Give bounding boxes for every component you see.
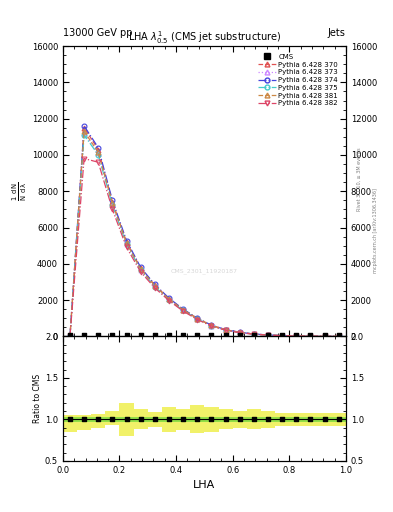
Point bbox=[180, 415, 186, 423]
Bar bbox=[134, 410, 148, 429]
Bar bbox=[303, 417, 318, 422]
Bar bbox=[91, 414, 105, 428]
Point bbox=[237, 331, 243, 339]
Point bbox=[95, 415, 101, 423]
Point bbox=[237, 415, 243, 423]
Bar bbox=[318, 417, 332, 422]
Text: Rivet 3.1.10, ≥ 3M events: Rivet 3.1.10, ≥ 3M events bbox=[357, 147, 362, 211]
Bar bbox=[134, 417, 148, 422]
Bar bbox=[332, 417, 346, 422]
Bar bbox=[105, 417, 119, 422]
Point bbox=[81, 415, 87, 423]
Point bbox=[180, 331, 186, 339]
Point bbox=[138, 415, 144, 423]
Bar bbox=[77, 415, 91, 430]
Bar bbox=[289, 413, 303, 426]
Point bbox=[321, 331, 328, 339]
Bar bbox=[162, 417, 176, 422]
Point bbox=[109, 331, 116, 339]
Bar bbox=[275, 413, 289, 426]
Bar bbox=[261, 417, 275, 422]
Point bbox=[81, 331, 87, 339]
Point bbox=[307, 415, 314, 423]
Bar bbox=[148, 412, 162, 427]
Point bbox=[67, 331, 73, 339]
Bar bbox=[204, 417, 219, 422]
Point bbox=[222, 415, 229, 423]
Bar bbox=[148, 417, 162, 422]
Bar bbox=[176, 409, 190, 430]
Point bbox=[95, 331, 101, 339]
Point bbox=[152, 415, 158, 423]
Bar bbox=[275, 417, 289, 422]
Bar bbox=[190, 405, 204, 434]
Point bbox=[109, 415, 116, 423]
Point bbox=[194, 331, 200, 339]
Point bbox=[279, 331, 285, 339]
Y-axis label: Ratio to CMS: Ratio to CMS bbox=[33, 374, 42, 423]
Bar bbox=[247, 410, 261, 429]
Bar bbox=[219, 410, 233, 429]
Text: mcplots.cern.ch [arXiv:1306.3436]: mcplots.cern.ch [arXiv:1306.3436] bbox=[373, 188, 378, 273]
Bar bbox=[119, 417, 134, 422]
Point bbox=[336, 415, 342, 423]
Bar bbox=[303, 413, 318, 426]
Point bbox=[208, 331, 215, 339]
Bar bbox=[176, 417, 190, 422]
Bar bbox=[289, 417, 303, 422]
Point bbox=[293, 331, 299, 339]
X-axis label: LHA: LHA bbox=[193, 480, 215, 490]
Legend: CMS, Pythia 6.428 370, Pythia 6.428 373, Pythia 6.428 374, Pythia 6.428 375, Pyt: CMS, Pythia 6.428 370, Pythia 6.428 373,… bbox=[257, 52, 340, 108]
Point bbox=[321, 415, 328, 423]
Text: Jets: Jets bbox=[328, 28, 346, 38]
Y-axis label: $\mathrm{\frac{1}{N}\,\frac{dN}{d\lambda}}$: $\mathrm{\frac{1}{N}\,\frac{dN}{d\lambda… bbox=[11, 182, 29, 201]
Bar bbox=[233, 411, 247, 428]
Point bbox=[123, 415, 130, 423]
Bar bbox=[204, 407, 219, 432]
Bar bbox=[233, 417, 247, 422]
Point bbox=[166, 415, 172, 423]
Bar bbox=[162, 407, 176, 432]
Bar bbox=[77, 417, 91, 422]
Point bbox=[265, 331, 271, 339]
Point bbox=[293, 415, 299, 423]
Bar bbox=[318, 413, 332, 426]
Bar bbox=[105, 411, 119, 425]
Bar bbox=[63, 415, 77, 432]
Point bbox=[194, 415, 200, 423]
Text: 13000 GeV pp: 13000 GeV pp bbox=[63, 28, 132, 38]
Bar bbox=[119, 403, 134, 436]
Point bbox=[251, 331, 257, 339]
Point bbox=[67, 415, 73, 423]
Bar bbox=[190, 417, 204, 422]
Bar bbox=[219, 417, 233, 422]
Point bbox=[279, 415, 285, 423]
Point bbox=[307, 331, 314, 339]
Bar bbox=[261, 411, 275, 428]
Point bbox=[208, 415, 215, 423]
Point bbox=[265, 415, 271, 423]
Bar bbox=[63, 417, 77, 422]
Bar bbox=[247, 417, 261, 422]
Point bbox=[336, 331, 342, 339]
Bar bbox=[332, 413, 346, 426]
Bar bbox=[91, 417, 105, 422]
Title: LHA $\lambda^{1}_{0.5}$ (CMS jet substructure): LHA $\lambda^{1}_{0.5}$ (CMS jet substru… bbox=[128, 29, 281, 46]
Point bbox=[222, 331, 229, 339]
Point bbox=[251, 415, 257, 423]
Point bbox=[138, 331, 144, 339]
Point bbox=[123, 331, 130, 339]
Text: CMS_2301_11920187: CMS_2301_11920187 bbox=[171, 268, 237, 274]
Point bbox=[152, 331, 158, 339]
Point bbox=[166, 331, 172, 339]
